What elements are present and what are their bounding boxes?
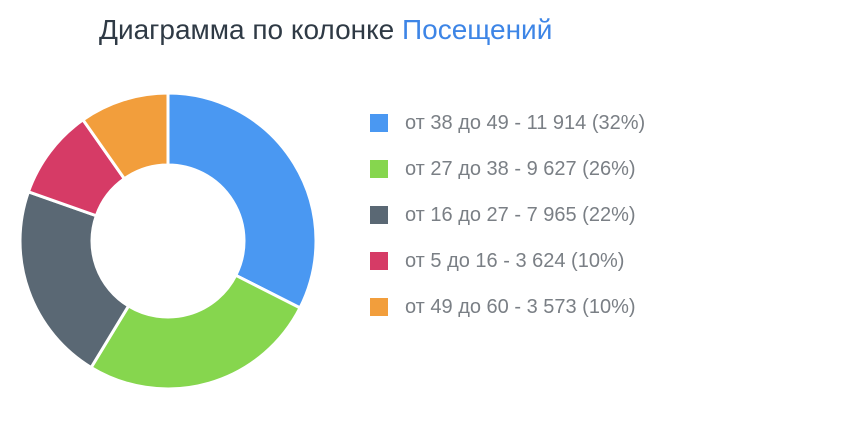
legend-label: от 49 до 60 - 3 573 (10%)	[405, 295, 636, 318]
legend-swatch	[370, 298, 388, 316]
legend-item[interactable]: от 38 до 49 - 11 914 (32%)	[370, 100, 645, 146]
donut-slice[interactable]	[80, 91, 170, 181]
chart-title-prefix: Диаграмма по колонке	[99, 14, 395, 45]
legend-label: от 38 до 49 - 11 914 (32%)	[405, 111, 646, 134]
column-selector-link[interactable]: Посещений	[402, 14, 553, 45]
legend-label: от 16 до 27 - 7 965 (22%)	[405, 203, 636, 226]
donut-slice[interactable]	[166, 91, 318, 310]
legend-swatch	[370, 160, 388, 178]
legend-item[interactable]: от 16 до 27 - 7 965 (22%)	[370, 192, 645, 238]
legend-item[interactable]: от 27 до 38 - 9 627 (26%)	[370, 146, 645, 192]
legend-item[interactable]: от 49 до 60 - 3 573 (10%)	[370, 284, 645, 330]
legend-swatch	[370, 114, 388, 132]
legend-label: от 5 до 16 - 3 624 (10%)	[405, 249, 625, 272]
legend-swatch	[370, 206, 388, 224]
donut-slice[interactable]	[89, 273, 303, 391]
chart-legend: от 38 до 49 - 11 914 (32%) от 27 до 38 - …	[370, 100, 645, 330]
legend-label: от 27 до 38 - 9 627 (26%)	[405, 157, 636, 180]
legend-swatch	[370, 252, 388, 270]
legend-item[interactable]: от 5 до 16 - 3 624 (10%)	[370, 238, 645, 284]
donut-slice[interactable]	[18, 189, 131, 370]
chart-title: Диаграмма по колонке Посещений	[99, 12, 552, 48]
